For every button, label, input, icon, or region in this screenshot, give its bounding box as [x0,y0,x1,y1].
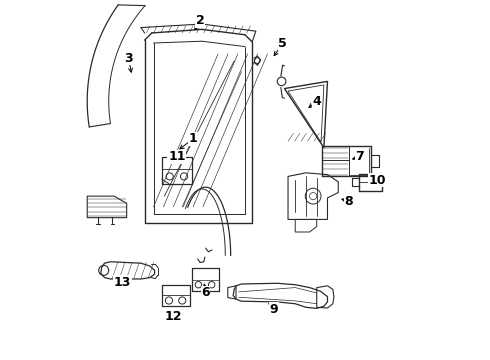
Text: 13: 13 [114,276,131,289]
Text: 1: 1 [189,132,197,145]
Text: 5: 5 [278,37,287,50]
Text: 2: 2 [196,14,204,27]
Text: 3: 3 [124,51,133,64]
Text: 4: 4 [312,95,321,108]
Text: 10: 10 [369,174,387,186]
Text: 12: 12 [165,310,182,323]
Text: 11: 11 [168,150,186,163]
Text: 7: 7 [355,150,364,163]
Text: 8: 8 [344,195,353,208]
Text: 6: 6 [201,287,210,300]
Text: 9: 9 [270,303,278,316]
